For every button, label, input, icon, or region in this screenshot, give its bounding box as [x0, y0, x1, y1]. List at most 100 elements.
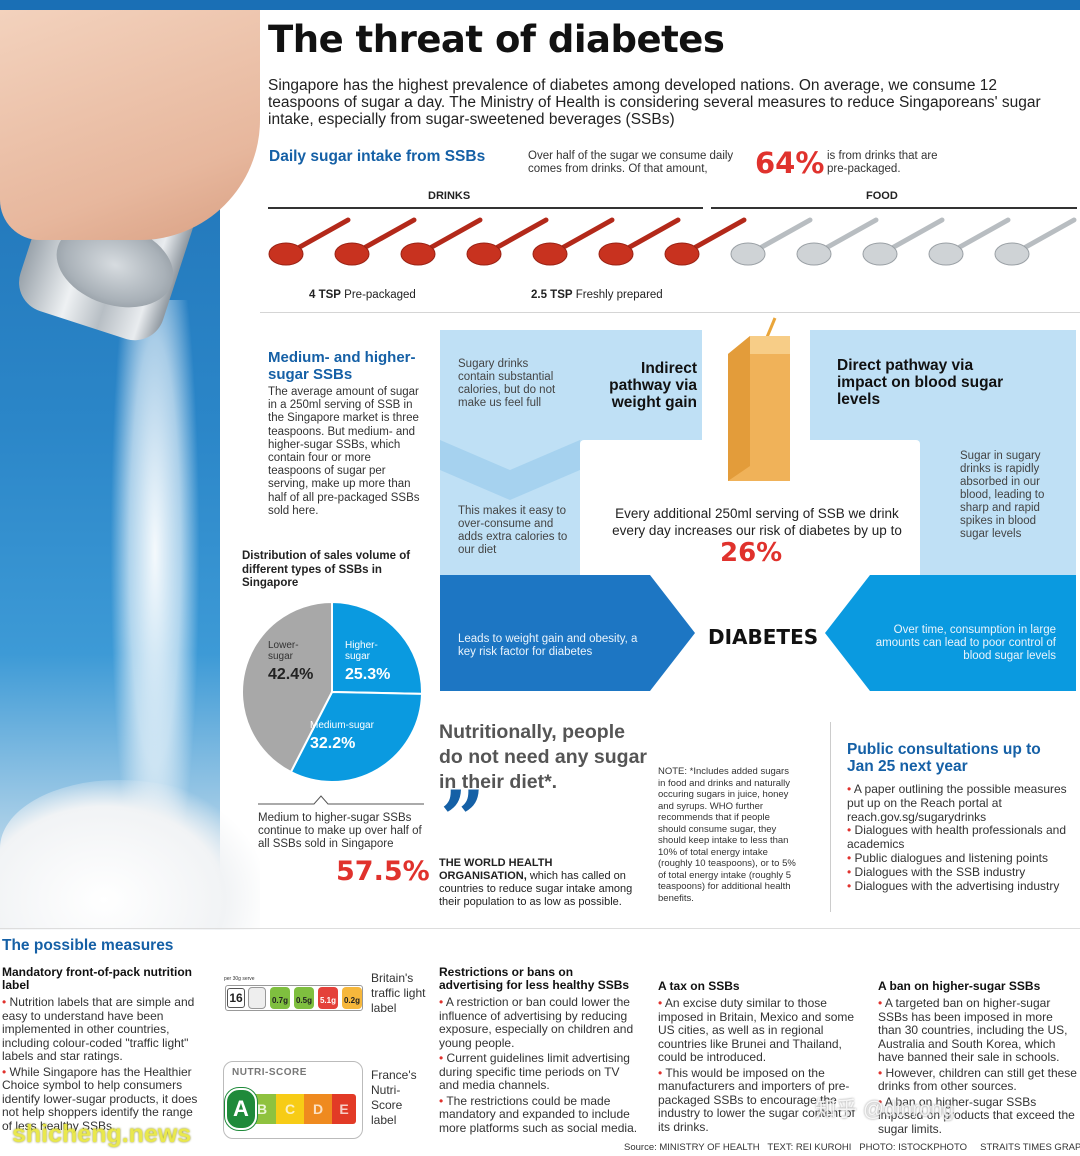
drink-spoon-icon	[334, 217, 417, 266]
measure-tax: A tax on SSBs • An excise duty similar t…	[658, 980, 858, 1134]
intake-heading: Daily sugar intake from SSBs	[269, 148, 486, 165]
traffic-kcal: 16	[227, 988, 245, 1008]
dist-heading: Distribution of sales volume of differen…	[242, 550, 411, 589]
consult-item-text: Dialogues with the SSB industry	[854, 864, 1026, 879]
drink-spoon-icon	[400, 217, 483, 266]
measure-tax-title: A tax on SSBs	[658, 979, 740, 993]
measure-advertising-item: • The restrictions could be made mandato…	[439, 1093, 638, 1135]
consult-item-text: A paper outlining the possible measures …	[847, 782, 1067, 824]
page-title: The threat of diabetes	[268, 18, 725, 61]
footer-text-credit: TEXT: REI KUROHI	[767, 1142, 852, 1153]
right-bottom-text: Over time, consumption in large amounts …	[875, 624, 1056, 662]
traffic-sugar: 5.1g	[318, 987, 338, 1009]
footer-graphics: STRAITS TIMES GRAPHICS	[980, 1142, 1080, 1153]
drink-spoon-icon	[532, 217, 615, 266]
nutri-a: A	[225, 1088, 257, 1130]
footer-credits: Source: MINISTRY OF HEALTH TEXT: REI KUR…	[624, 1142, 1080, 1153]
pie-slice-higher	[331, 600, 423, 695]
measure-label-item: • Nutrition labels that are simple and e…	[2, 995, 195, 1063]
consult-item-text: Public dialogues and listening points	[854, 850, 1049, 865]
center-pct: 26%	[720, 538, 783, 568]
measure-advertising-text: The restrictions could be made mandatory…	[439, 1093, 638, 1135]
sugar-pile	[0, 780, 260, 930]
measure-advertising-item: • A restriction or ban could lower the i…	[439, 995, 634, 1050]
intro-text: Singapore has the highest prevalence of …	[268, 77, 1041, 128]
prepack-text: Pre-packaged	[344, 289, 416, 301]
intake-trail: is from drinks that are pre-packaged.	[827, 150, 938, 175]
center-text: Every additional 250ml serving of SSB we…	[612, 506, 902, 538]
indirect-text2: This makes it easy to over-consume and a…	[458, 505, 568, 556]
measure-ban-text: However, children can still get these dr…	[878, 1065, 1077, 1093]
ssb-heading: Medium- and higher-sugar SSBs	[268, 349, 416, 383]
measure-advertising-text: A restriction or ban could lower the inf…	[439, 995, 634, 1050]
nutri-e: E	[332, 1094, 356, 1124]
quote-mark-icon: ”	[440, 774, 485, 865]
quote-attribution: THE WORLD HEALTH ORGANISATION, which has…	[439, 857, 639, 909]
pathway-chevrons	[440, 440, 580, 500]
footer-photo-credit: PHOTO: ISTOCKPHOTO	[859, 1142, 967, 1153]
traffic-fat: 0.7g	[270, 987, 290, 1009]
divider	[260, 312, 1080, 313]
consult-divider	[830, 722, 831, 912]
intake-percent: 64%	[755, 146, 825, 180]
spoon-row	[268, 217, 1077, 266]
pie-label-lower: Lower-sugar	[268, 640, 299, 662]
hand-image	[0, 10, 260, 240]
food-label: FOOD	[866, 190, 898, 202]
quote-who-rest: which has called on countries to reduce …	[439, 870, 633, 908]
measures-heading: The possible measures	[2, 937, 174, 954]
nutri-caption: France's Nutri-Score label	[371, 1068, 417, 1127]
measure-advertising-title: Restrictions or bans on advertising for …	[439, 965, 630, 992]
measure-ban-item: • However, children can still get these …	[878, 1065, 1077, 1093]
footer-source: Source: MINISTRY OF HEALTH	[624, 1142, 760, 1153]
drink-spoon-icon	[598, 217, 681, 266]
consult-heading: Public consultations up to Jan 25 next y…	[847, 741, 1041, 775]
drinks-rule	[268, 207, 703, 209]
drink-spoon-icon	[664, 217, 747, 266]
ssb-bottom-pct: 57.5%	[336, 856, 430, 887]
pie-label-higher: Higher-sugar	[345, 640, 378, 662]
prepack-amount: 4 TSP	[309, 289, 341, 301]
measure-label: Mandatory front-of-pack nutrition label …	[2, 966, 202, 1133]
consult-item: • Dialogues with health professionals an…	[847, 823, 1067, 852]
drinks-label: DRINKS	[428, 190, 471, 202]
pie-value-higher: 25.3%	[345, 666, 391, 683]
prepack-caption: 4 TSP Pre-packaged	[309, 289, 416, 301]
consult-item: • Dialogues with the advertising industr…	[847, 878, 1060, 893]
measure-ban-text: A targeted ban on higher-sugar SSBs has …	[878, 996, 1068, 1064]
pie-bracket	[258, 795, 424, 805]
pie-value-medium: 32.2%	[310, 735, 356, 752]
traffic-satfat: 0.5g	[294, 987, 314, 1009]
measure-label-text: Nutrition labels that are simple and eas…	[2, 995, 195, 1063]
consult-item-text: Dialogues with health professionals and …	[847, 823, 1067, 852]
traffic-salt: 0.2g	[342, 987, 362, 1009]
indirect-title: Indirect pathway via weight gain	[609, 360, 697, 411]
traffic-per: per 30g serve	[224, 976, 255, 982]
fresh-text: Freshly prepared	[575, 289, 663, 301]
measure-advertising-item: • Current guidelines limit advertising d…	[439, 1051, 630, 1092]
measure-tax-item: • An excise duty similar to those impose…	[658, 996, 855, 1064]
measure-advertising-text: Current guidelines limit advertising dur…	[439, 1051, 630, 1092]
consult-item: • Public dialogues and listening points	[847, 850, 1049, 865]
consult-item: • Dialogues with the SSB industry	[847, 864, 1026, 879]
quote-note: NOTE: *Includes added sugars in food and…	[658, 766, 796, 904]
direct-title: Direct pathway via impact on blood sugar…	[837, 357, 1004, 408]
nutri-c: C	[276, 1094, 304, 1124]
traffic-caption: Britain's traffic light label	[371, 971, 426, 1015]
watermark-left: shicheng.news	[12, 1120, 192, 1148]
pie-slice-medium	[289, 690, 424, 783]
traffic-light-label	[225, 985, 363, 1011]
ssb-body: The average amount of sugar in a 250ml s…	[268, 386, 420, 517]
consult-item: • A paper outlining the possible measure…	[847, 782, 1067, 824]
measure-ban-title: A ban on higher-sugar SSBs	[878, 979, 1041, 993]
nutri-title: NUTRI-SCORE	[232, 1067, 307, 1078]
diabetes-label: DIABETES	[708, 625, 819, 649]
fresh-amount: 2.5 TSP	[531, 289, 573, 301]
nutri-d: D	[304, 1094, 332, 1124]
food-spoon-icon	[994, 217, 1077, 266]
measure-advertising: Restrictions or bans on advertising for …	[439, 966, 639, 1135]
ssb-pie-chart	[241, 600, 424, 783]
measure-tax-text: An excise duty similar to those imposed …	[658, 996, 855, 1064]
pie-slice-lower	[241, 600, 333, 774]
diabetes-arrows	[440, 575, 1076, 691]
